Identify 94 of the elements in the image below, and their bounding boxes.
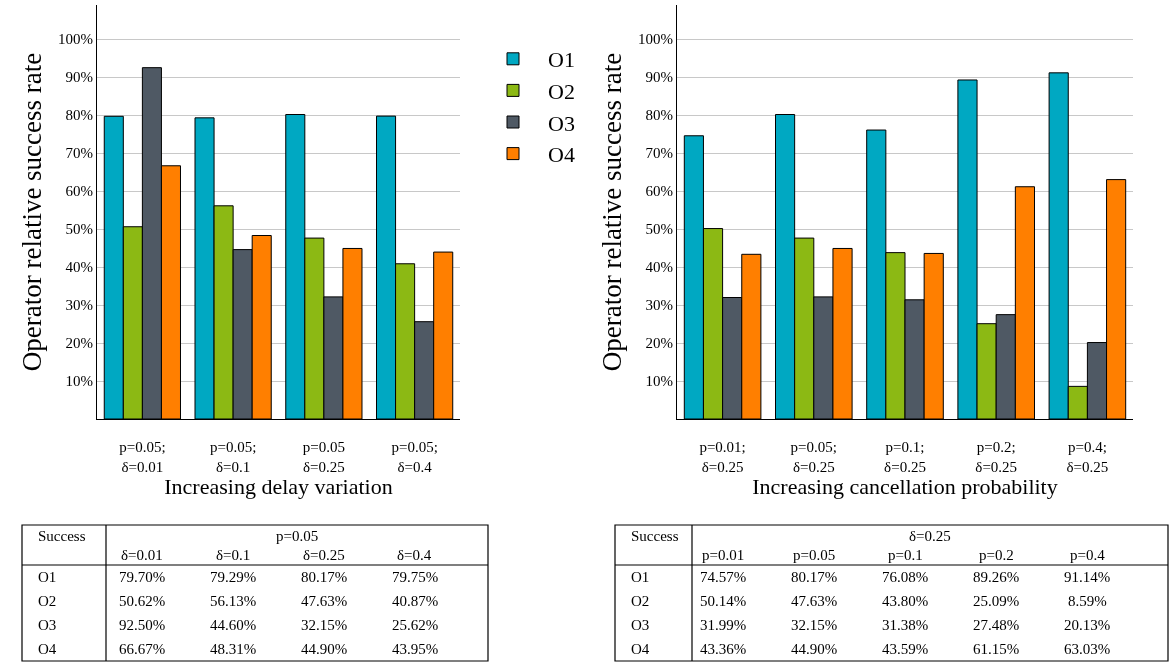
- text: O2: [631, 593, 650, 609]
- data-label: 91.14%: [1064, 569, 1111, 585]
- y-tick-label: 80%: [645, 107, 673, 124]
- text: O3: [631, 617, 650, 633]
- data-label: 32.15%: [791, 617, 838, 633]
- legend-label: O3: [548, 110, 575, 136]
- text: p=0.4: [1070, 547, 1106, 563]
- x-tick-label: p=0.01; δ=0.25: [699, 439, 746, 475]
- data-label: 25.62%: [392, 617, 439, 633]
- y-tick-label: 10%: [65, 373, 93, 390]
- x-tick-label: p=0.05; δ=0.4: [391, 439, 438, 475]
- x-tick-label: p=0.2; δ=0.25: [975, 439, 1018, 475]
- data-label: 66.67%: [119, 641, 166, 657]
- text: O2: [38, 593, 57, 609]
- data-label: 63.03%: [1064, 641, 1111, 657]
- data-label: 8.59%: [1068, 593, 1107, 609]
- x-tick-label: p=0.05; δ=0.1: [209, 439, 257, 475]
- data-label: 31.99%: [700, 617, 747, 633]
- data-label: 44.90%: [791, 641, 838, 657]
- y-tick-label: 100%: [638, 31, 673, 48]
- data-label: 80.17%: [791, 569, 838, 585]
- x-axis-title: Increasing delay variation: [164, 474, 393, 500]
- y-axis-title: Operator relative success rate: [17, 52, 48, 372]
- data-label: 43.36%: [700, 641, 747, 657]
- text: δ=0.4: [397, 547, 432, 563]
- text: O4: [631, 641, 650, 657]
- text: p=0.05: [793, 547, 836, 563]
- text: O1: [38, 569, 57, 585]
- text: O4: [38, 641, 57, 657]
- y-axis-title: Operator relative success rate: [597, 52, 628, 372]
- y-tick-label: 70%: [645, 145, 673, 162]
- y-tick-label: 20%: [65, 335, 93, 352]
- text: p=0.01: [702, 547, 745, 563]
- data-label: 32.15%: [301, 617, 348, 633]
- data-label: 80.17%: [301, 569, 348, 585]
- x-tick-label: p=0.05; δ=0.25: [790, 439, 837, 475]
- y-tick-label: 80%: [65, 107, 93, 124]
- data-label: 43.95%: [392, 641, 439, 657]
- y-tick-label: 70%: [65, 145, 93, 162]
- text: Success: [631, 528, 679, 544]
- x-tick-label: p=0.1; δ=0.25: [884, 439, 926, 475]
- data-label: 47.63%: [301, 593, 348, 609]
- text: O3: [38, 617, 57, 633]
- data-label: 61.15%: [973, 641, 1020, 657]
- data-label: 50.62%: [119, 593, 166, 609]
- y-tick-label: 60%: [645, 183, 673, 200]
- y-tick-label: 90%: [65, 69, 93, 86]
- data-label: 76.08%: [882, 569, 929, 585]
- legend-label: O4: [548, 142, 575, 168]
- x-tick-label: p=0.05; δ=0.01: [119, 439, 166, 475]
- y-tick-label: 20%: [645, 335, 673, 352]
- text: p=0.1: [888, 547, 923, 563]
- text: δ=0.25: [303, 547, 345, 563]
- y-tick-label: 90%: [645, 69, 673, 86]
- data-label: 44.90%: [301, 641, 348, 657]
- x-tick-label: p=0.4; δ=0.25: [1066, 439, 1109, 475]
- data-label: 79.70%: [119, 569, 166, 585]
- data-label: 48.31%: [210, 641, 257, 657]
- y-tick-label: 40%: [645, 259, 673, 276]
- text: p=0.2: [979, 547, 1014, 563]
- data-label: 43.59%: [882, 641, 929, 657]
- text: Success: [38, 528, 86, 544]
- legend-label: O2: [548, 78, 575, 104]
- data-label: 92.50%: [119, 617, 166, 633]
- y-tick-label: 10%: [645, 373, 673, 390]
- data-label: 79.29%: [210, 569, 257, 585]
- data-label: 50.14%: [700, 593, 747, 609]
- data-label: 27.48%: [973, 617, 1020, 633]
- y-tick-label: 100%: [58, 31, 93, 48]
- text: p=0.05: [276, 528, 319, 544]
- text: δ=0.01: [121, 547, 163, 563]
- y-tick-label: 30%: [65, 297, 93, 314]
- y-tick-label: 50%: [65, 221, 93, 238]
- x-tick-label: p=0.05 δ=0.25: [302, 439, 345, 475]
- data-label: 47.63%: [791, 593, 838, 609]
- text: δ=0.1: [216, 547, 251, 563]
- data-label: 31.38%: [882, 617, 929, 633]
- legend-label: O1: [548, 47, 575, 73]
- text: O1: [631, 569, 650, 585]
- y-tick-label: 60%: [65, 183, 93, 200]
- y-tick-label: 30%: [645, 297, 673, 314]
- data-label: 74.57%: [700, 569, 747, 585]
- data-label: 20.13%: [1064, 617, 1111, 633]
- data-label: 43.80%: [882, 593, 929, 609]
- y-tick-label: 50%: [645, 221, 673, 238]
- data-label: 89.26%: [973, 569, 1020, 585]
- data-label: 56.13%: [210, 593, 257, 609]
- data-label: 44.60%: [210, 617, 257, 633]
- x-axis-title: Increasing cancellation probability: [752, 474, 1058, 500]
- data-label: 40.87%: [392, 593, 439, 609]
- data-label: 25.09%: [973, 593, 1020, 609]
- text: δ=0.25: [909, 528, 951, 544]
- data-label: 79.75%: [392, 569, 439, 585]
- y-tick-label: 40%: [65, 259, 93, 276]
